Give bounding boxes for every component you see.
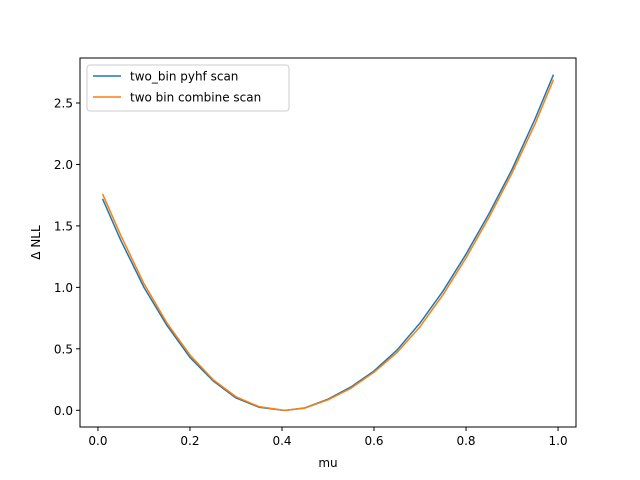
y-axis-ticks: 0.0 0.5 1.0 1.5 2.0 2.5 bbox=[54, 96, 80, 418]
x-tick-label: 1.0 bbox=[549, 434, 568, 448]
legend: two_bin pyhf scan two bin combine scan bbox=[86, 64, 290, 112]
legend-label-combine: two bin combine scan bbox=[130, 91, 261, 105]
y-tick-label: 1.5 bbox=[54, 219, 73, 233]
series-line-combine bbox=[101, 79, 555, 412]
series-layer bbox=[101, 74, 555, 412]
plot-frame bbox=[79, 57, 577, 428]
legend-box bbox=[86, 64, 290, 112]
y-axis-label: Δ NLL bbox=[29, 225, 43, 260]
x-tick-label: 0.6 bbox=[364, 434, 383, 448]
y-tick-label: 0.5 bbox=[54, 342, 73, 356]
y-tick-label: 1.0 bbox=[54, 281, 73, 295]
x-tick-label: 0.2 bbox=[180, 434, 199, 448]
plot-area bbox=[80, 58, 576, 427]
x-axis-ticks: 0.0 0.2 0.4 0.6 0.8 1.0 bbox=[88, 427, 568, 448]
x-tick-label: 0.4 bbox=[272, 434, 291, 448]
y-tick-label: 0.0 bbox=[54, 404, 73, 418]
y-tick-label: 2.5 bbox=[54, 96, 73, 110]
x-axis-label: mu bbox=[318, 456, 337, 470]
x-tick-label: 0.0 bbox=[88, 434, 107, 448]
legend-label-pyhf: two_bin pyhf scan bbox=[130, 70, 238, 84]
x-tick-label: 0.8 bbox=[456, 434, 475, 448]
y-tick-label: 2.0 bbox=[54, 158, 73, 172]
